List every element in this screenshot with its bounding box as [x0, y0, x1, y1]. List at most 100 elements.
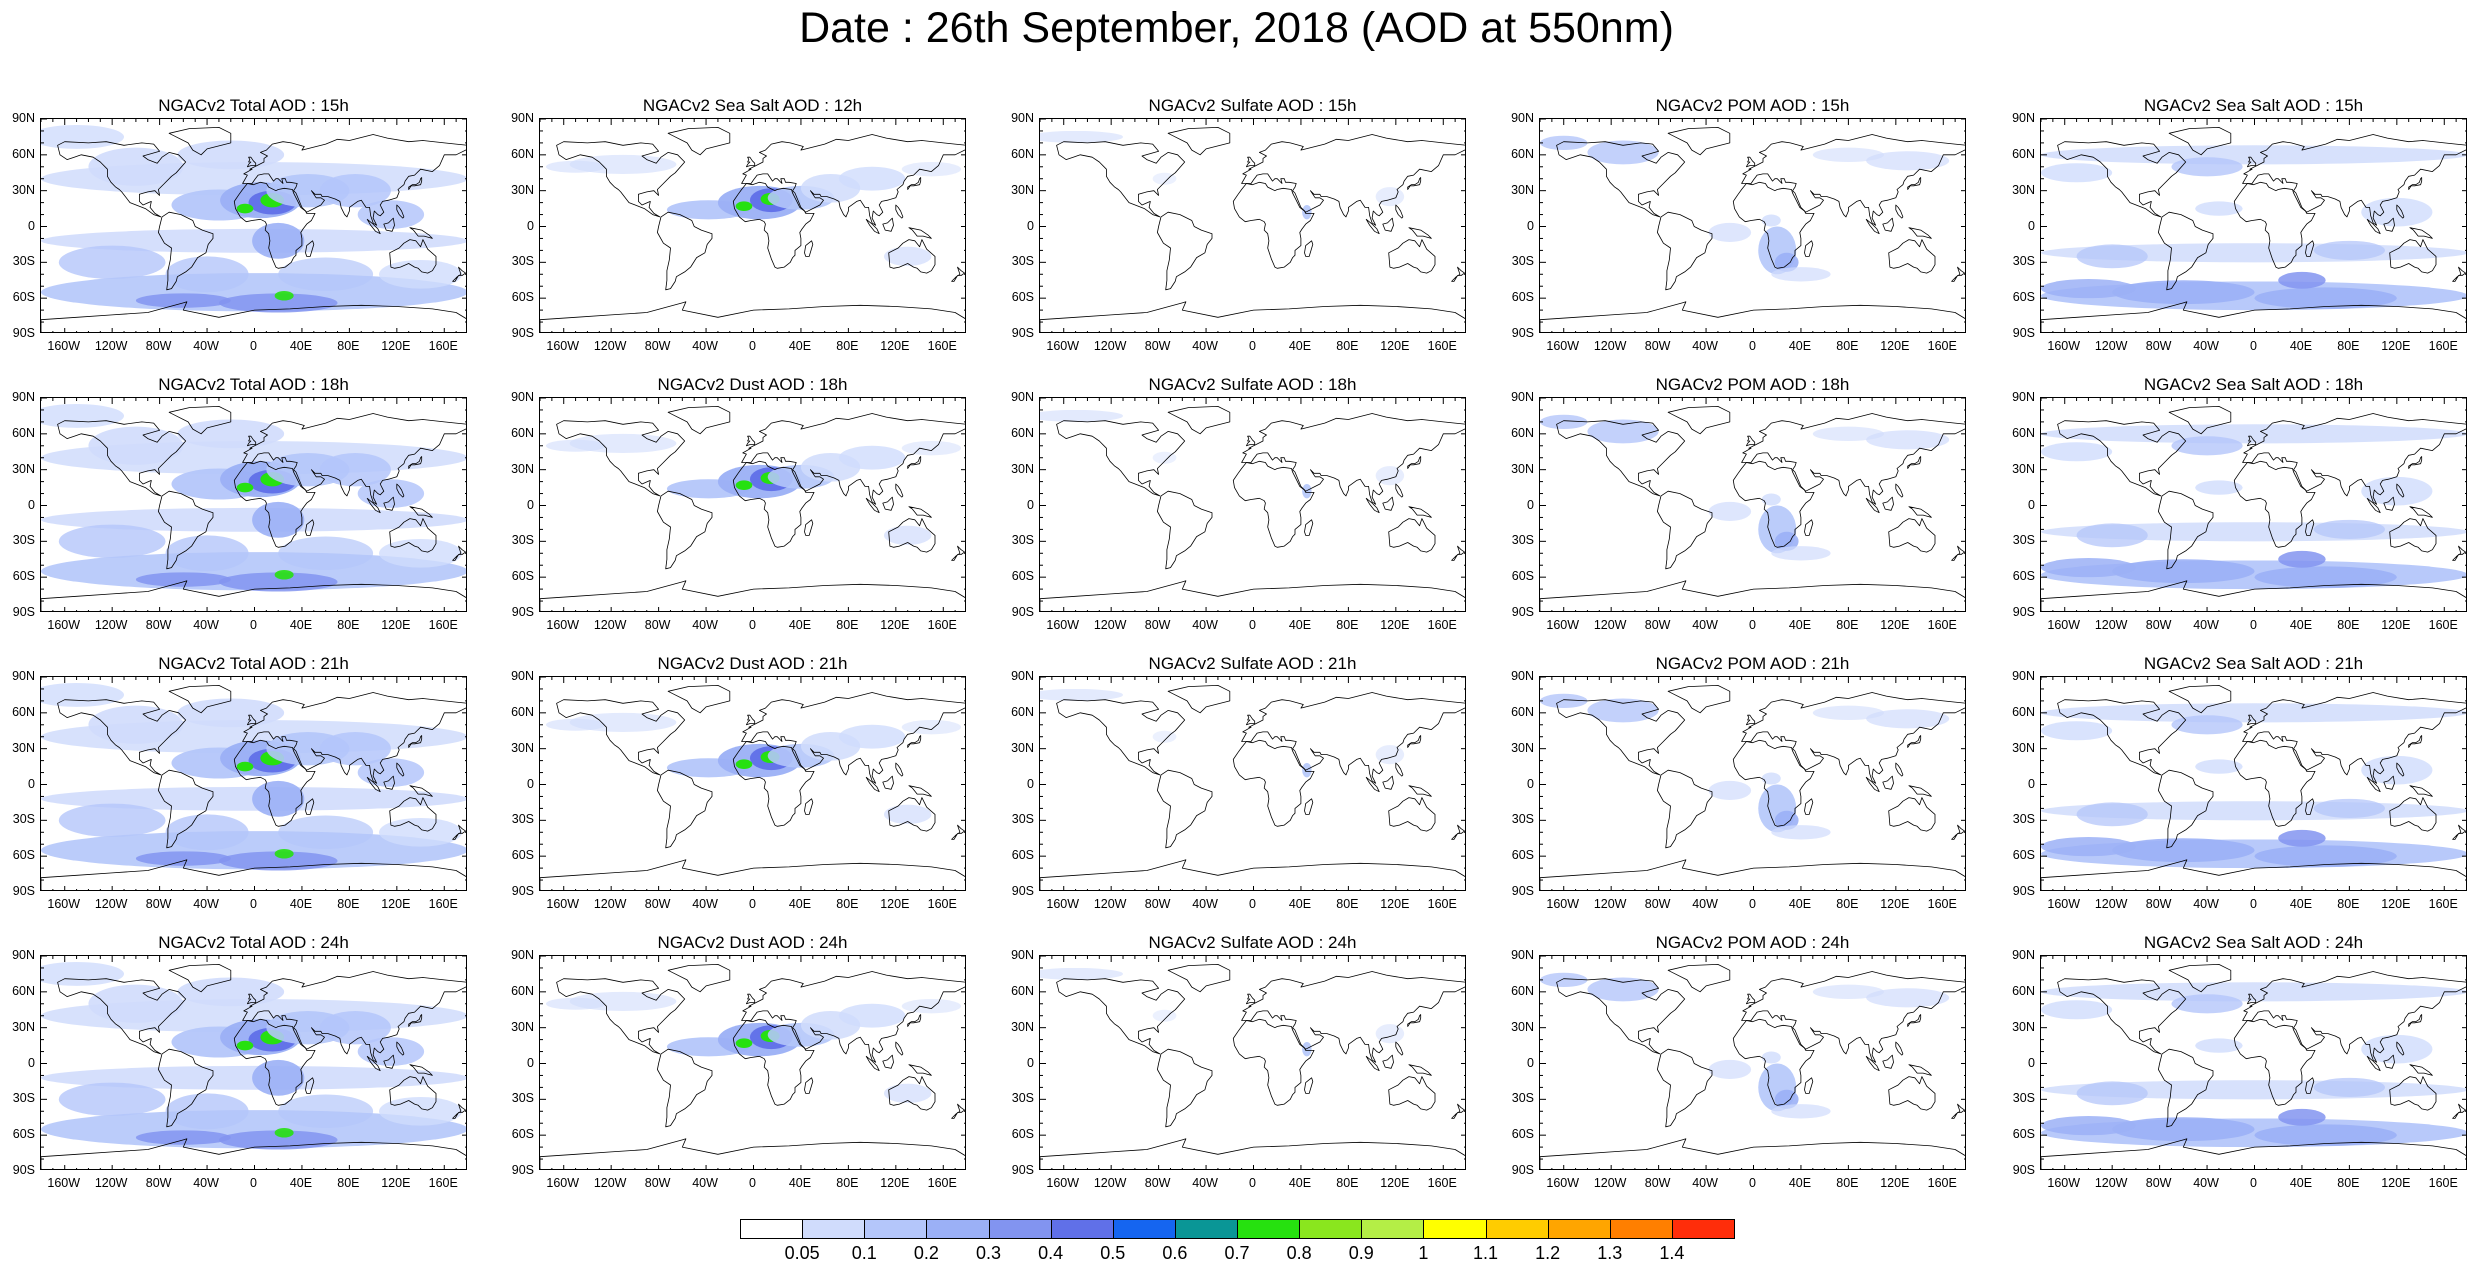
lon-tick-label: 40E: [289, 897, 313, 911]
coastline: [2057, 978, 2187, 1055]
lat-tick-label: 90N: [2012, 111, 2035, 125]
coastline: [2158, 211, 2214, 291]
coastline: [2389, 797, 2437, 832]
colorbar-swatch: [926, 1219, 990, 1239]
aod-region: [135, 293, 231, 308]
lon-tick-label: 120E: [2381, 897, 2411, 911]
coastline: [667, 963, 731, 993]
colorbar-swatch: [864, 1219, 928, 1239]
coastline: [41, 301, 466, 332]
lat-tick-label: 90N: [1511, 390, 1534, 404]
lat-tick-label: 0: [28, 776, 35, 791]
map-panel-pom: [1539, 397, 1966, 612]
coastline: [1888, 1076, 1936, 1111]
aod-region: [1771, 546, 1831, 561]
lon-tick-label: 0: [749, 1176, 756, 1190]
lat-tick-label: 60S: [1511, 848, 1534, 863]
lon-tick-label: 80E: [2337, 339, 2360, 353]
lon-tick-label: 40E: [1788, 618, 1812, 632]
coastline: [366, 1055, 381, 1072]
lat-tick-label: 30N: [12, 461, 35, 476]
lat-tick-label: 0: [28, 497, 35, 512]
panel-title: NGACv2 Dust AOD : 24h: [657, 933, 848, 952]
coastline: [556, 978, 686, 1055]
aod-field: [545, 433, 962, 545]
coastline: [1741, 134, 1965, 226]
coastline: [1951, 1103, 1965, 1119]
lat-tick-label: 60N: [1011, 704, 1034, 719]
coastline: [804, 1077, 814, 1094]
lat-tick-label: 60S: [1511, 569, 1534, 584]
coastline: [1745, 435, 1756, 447]
colorbar-label: 1.4: [1659, 1243, 1685, 1263]
coastline: [383, 1054, 395, 1069]
lon-tick-label: 0: [1749, 897, 1756, 911]
coastline: [2242, 971, 2466, 1063]
lat-tick-label: 60N: [1511, 425, 1534, 440]
aod-region: [2361, 197, 2433, 227]
lat-tick-label: 60N: [1011, 983, 1034, 998]
coastline: [1395, 1041, 1404, 1056]
aod-region: [1540, 693, 1588, 709]
lon-tick-label: 160W: [1046, 339, 1080, 353]
lat-tick-label: 60S: [1011, 848, 1034, 863]
aod-field: [545, 712, 962, 824]
aod-region: [2361, 1034, 2433, 1064]
lon-tick-label: 120E: [880, 339, 910, 353]
lat-tick-label: 90S: [2012, 884, 2035, 898]
coastline: [1882, 217, 1894, 232]
coastline: [2389, 1076, 2437, 1111]
map-panel-sulfate: [1039, 676, 1466, 891]
coastline: [1657, 211, 1713, 291]
aod-region: [1812, 147, 1884, 162]
axis-ticks: [41, 956, 466, 1169]
panel-title: NGACv2 Sulfate AOD : 15h: [1148, 96, 1357, 115]
aod-field: [1540, 972, 1950, 1119]
lat-tick-label: 90S: [12, 326, 35, 340]
coastline: [1304, 1077, 1314, 1094]
colorbar-swatch: [1237, 1219, 1301, 1239]
coastline: [2452, 1103, 2466, 1119]
lat-tick-label: 30S: [1511, 254, 1534, 269]
aod-region: [838, 445, 906, 470]
lon-tick-label: 40E: [289, 618, 313, 632]
lon-tick-label: 80W: [2145, 897, 2172, 911]
coastline: [2409, 785, 2433, 797]
coastlines: [1540, 963, 1965, 1169]
lon-tick-label: 80E: [1336, 1176, 1359, 1190]
coastline: [57, 978, 187, 1055]
axis-ticks: [540, 119, 965, 332]
lon-tick-label: 40W: [1192, 339, 1218, 353]
aod-region: [88, 426, 184, 465]
map-canvas: [1540, 956, 1965, 1169]
coastline: [1040, 859, 1465, 890]
lon-tick-label: 40W: [1692, 897, 1718, 911]
coastline: [2233, 181, 2316, 269]
coastline: [452, 266, 466, 282]
lon-tick-label: 160E: [1427, 897, 1457, 911]
coastline: [1895, 1041, 1904, 1056]
coastline: [556, 699, 686, 776]
coastline: [409, 785, 433, 797]
coastline: [452, 1103, 466, 1119]
aod-region: [278, 815, 374, 849]
aod-region: [1540, 135, 1588, 151]
coastline: [305, 798, 315, 815]
coastline: [1157, 1048, 1213, 1128]
lat-tick-label: 60N: [12, 425, 35, 440]
colorbar-swatch: [1174, 1219, 1238, 1239]
coastline: [1056, 978, 1186, 1055]
aod-region: [278, 257, 374, 291]
lon-tick-label: 40E: [1288, 1176, 1312, 1190]
lon-tick-label: 0: [749, 897, 756, 911]
coastline: [745, 993, 756, 1005]
lat-tick-label: 60N: [2012, 425, 2035, 440]
lon-tick-label: 120W: [94, 618, 128, 632]
coastline: [882, 1054, 894, 1069]
lon-tick-label: 80E: [836, 897, 859, 911]
lat-tick-label: 0: [2028, 218, 2035, 233]
coastline: [1745, 993, 1756, 1005]
coastline: [2246, 714, 2257, 726]
aod-region: [379, 259, 463, 289]
lat-tick-label: 30N: [1011, 182, 1034, 197]
